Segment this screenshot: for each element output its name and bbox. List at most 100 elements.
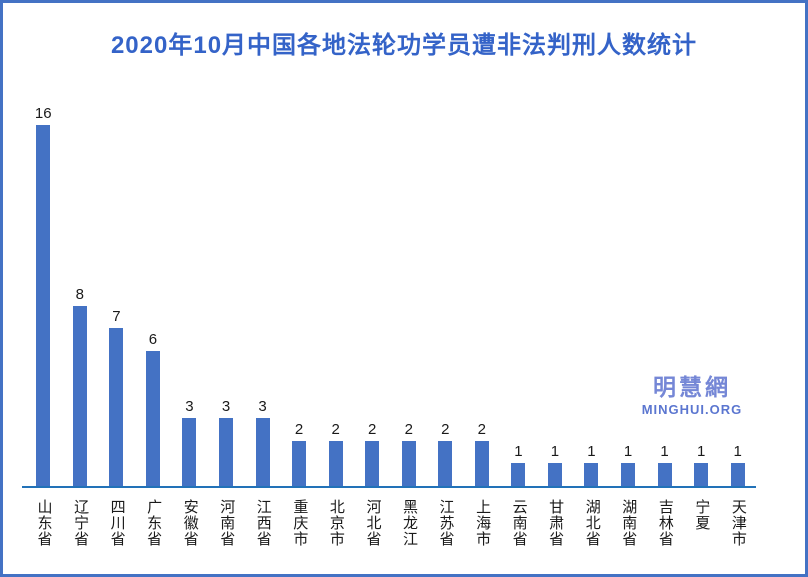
bar-column: 1 xyxy=(537,444,574,486)
bar-column: 2 xyxy=(464,422,501,486)
x-axis-label-cell: 天津市 xyxy=(719,499,756,547)
bar xyxy=(584,463,599,486)
bar-value-label: 3 xyxy=(221,398,231,415)
x-axis-label: 吉林省 xyxy=(656,499,674,547)
x-axis-label: 湖北省 xyxy=(583,499,601,547)
x-axis-label-cell: 北京市 xyxy=(317,499,354,547)
watermark-url-text: MINGHUI.ORG xyxy=(641,402,743,418)
x-axis-label: 辽宁省 xyxy=(72,499,90,547)
x-axis-label-cell: 甘肃省 xyxy=(537,499,574,547)
bar-value-label: 1 xyxy=(733,443,742,460)
x-axis-label-cell: 重庆市 xyxy=(281,499,318,547)
x-axis-label-cell: 吉林省 xyxy=(646,499,683,547)
bar-value-label: 1 xyxy=(696,443,706,460)
watermark-chinese-text: 明慧網 xyxy=(653,374,731,400)
x-axis-label-cell: 广东省 xyxy=(135,499,172,547)
bar-column: 1 xyxy=(500,444,537,486)
x-axis-label: 河南省 xyxy=(218,499,236,547)
bar-value-label: 16 xyxy=(34,105,52,122)
x-axis-label: 宁夏 xyxy=(693,499,711,531)
x-axis-label: 山东省 xyxy=(35,499,53,547)
x-axis-label: 江西省 xyxy=(254,499,272,547)
bar xyxy=(145,351,160,486)
minghui-watermark: 明慧網 MINGHUI.ORG xyxy=(613,374,771,418)
bar xyxy=(694,463,709,486)
bar xyxy=(730,463,745,486)
bar xyxy=(511,463,526,486)
bar xyxy=(292,441,307,486)
labels-row: 山东省 辽宁省 四川省 广东省 安徽省 河南省 江西省 重庆市 北京市 河北省 黑龙江 江苏省 上海市云… xyxy=(25,499,756,547)
x-axis-line xyxy=(22,486,756,488)
x-axis-label-cell: 河北省 xyxy=(354,499,391,547)
x-axis-label-cell: 云南省 xyxy=(500,499,537,547)
bar-value-label: 1 xyxy=(660,443,669,460)
x-axis-label-cell: 江苏省 xyxy=(427,499,464,547)
x-axis-label: 江苏省 xyxy=(437,499,455,547)
x-axis-label-cell: 辽宁省 xyxy=(62,499,99,547)
bar-column: 2 xyxy=(390,422,427,486)
bar-column: 1 xyxy=(683,444,720,486)
bar xyxy=(547,463,562,486)
bar xyxy=(219,418,233,486)
x-axis-label-cell: 宁夏 xyxy=(683,499,720,547)
x-axis-label-cell: 安徽省 xyxy=(171,499,208,547)
bars-row: 16 8 7 6 3 3 3 2 2 2 2 2 2 1 1 1 1 1 1 1 xyxy=(25,96,756,486)
bar xyxy=(72,306,87,486)
x-axis-label-cell: 上海市 xyxy=(464,499,501,547)
bar-column: 16 xyxy=(25,106,62,486)
bar-column: 1 xyxy=(646,444,683,486)
x-axis-label: 重庆市 xyxy=(291,499,309,547)
bar-column: 7 xyxy=(98,309,135,486)
x-axis-label-cell: 四川省 xyxy=(98,499,135,547)
bar-value-label: 2 xyxy=(477,421,486,438)
bar-column: 2 xyxy=(317,422,354,486)
bar-value-label: 8 xyxy=(75,286,84,303)
bar-column: 6 xyxy=(135,332,172,486)
bar-column: 3 xyxy=(171,399,208,486)
bar xyxy=(182,418,197,486)
bar-value-label: 3 xyxy=(185,398,194,415)
bar xyxy=(255,418,270,486)
bar-value-label: 1 xyxy=(514,443,523,460)
x-axis-label-cell: 黑龙江 xyxy=(390,499,427,547)
bar xyxy=(36,125,51,486)
bar-value-label: 1 xyxy=(587,443,596,460)
x-axis-label-cell: 山东省 xyxy=(25,499,62,547)
x-axis-label: 湖南省 xyxy=(620,499,638,547)
x-axis-label: 上海市 xyxy=(474,499,492,547)
x-axis-label: 广东省 xyxy=(145,499,163,547)
bar xyxy=(474,441,489,486)
bar-column: 3 xyxy=(244,399,281,486)
x-axis-label: 四川省 xyxy=(108,499,126,547)
bar-column: 1 xyxy=(610,444,647,486)
bar-value-label: 6 xyxy=(148,331,158,348)
bar-column: 2 xyxy=(281,422,318,486)
bar xyxy=(401,441,416,486)
bar-column: 2 xyxy=(354,422,391,486)
bar-value-label: 2 xyxy=(368,421,377,438)
x-axis-label-cell: 湖南省 xyxy=(610,499,647,547)
bar-column: 1 xyxy=(573,444,610,486)
bar-value-label: 2 xyxy=(331,421,340,438)
x-axis-label-cell: 江西省 xyxy=(244,499,281,547)
x-axis-label: 河北省 xyxy=(364,499,382,547)
x-axis-label-cell: 湖北省 xyxy=(573,499,610,547)
bar-value-label: 2 xyxy=(404,421,413,438)
bar-value-label: 1 xyxy=(623,443,633,460)
bar-value-label: 2 xyxy=(441,421,450,438)
x-axis-label: 天津市 xyxy=(729,499,747,547)
x-axis-label: 甘肃省 xyxy=(547,499,565,547)
bar xyxy=(438,441,453,486)
x-axis-label: 云南省 xyxy=(510,499,528,547)
bar-column: 2 xyxy=(427,422,464,486)
bar xyxy=(328,441,343,486)
bar-column: 3 xyxy=(208,399,245,486)
x-axis-label: 北京市 xyxy=(327,499,345,547)
bar-value-label: 3 xyxy=(258,398,267,415)
bar-column: 8 xyxy=(62,287,99,486)
bar-column: 1 xyxy=(719,444,756,486)
bar xyxy=(109,328,124,486)
bar-value-label: 2 xyxy=(294,421,304,438)
bar-value-label: 7 xyxy=(112,308,121,325)
